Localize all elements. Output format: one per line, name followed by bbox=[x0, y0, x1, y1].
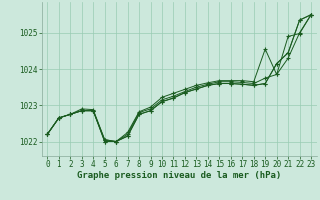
X-axis label: Graphe pression niveau de la mer (hPa): Graphe pression niveau de la mer (hPa) bbox=[77, 171, 281, 180]
